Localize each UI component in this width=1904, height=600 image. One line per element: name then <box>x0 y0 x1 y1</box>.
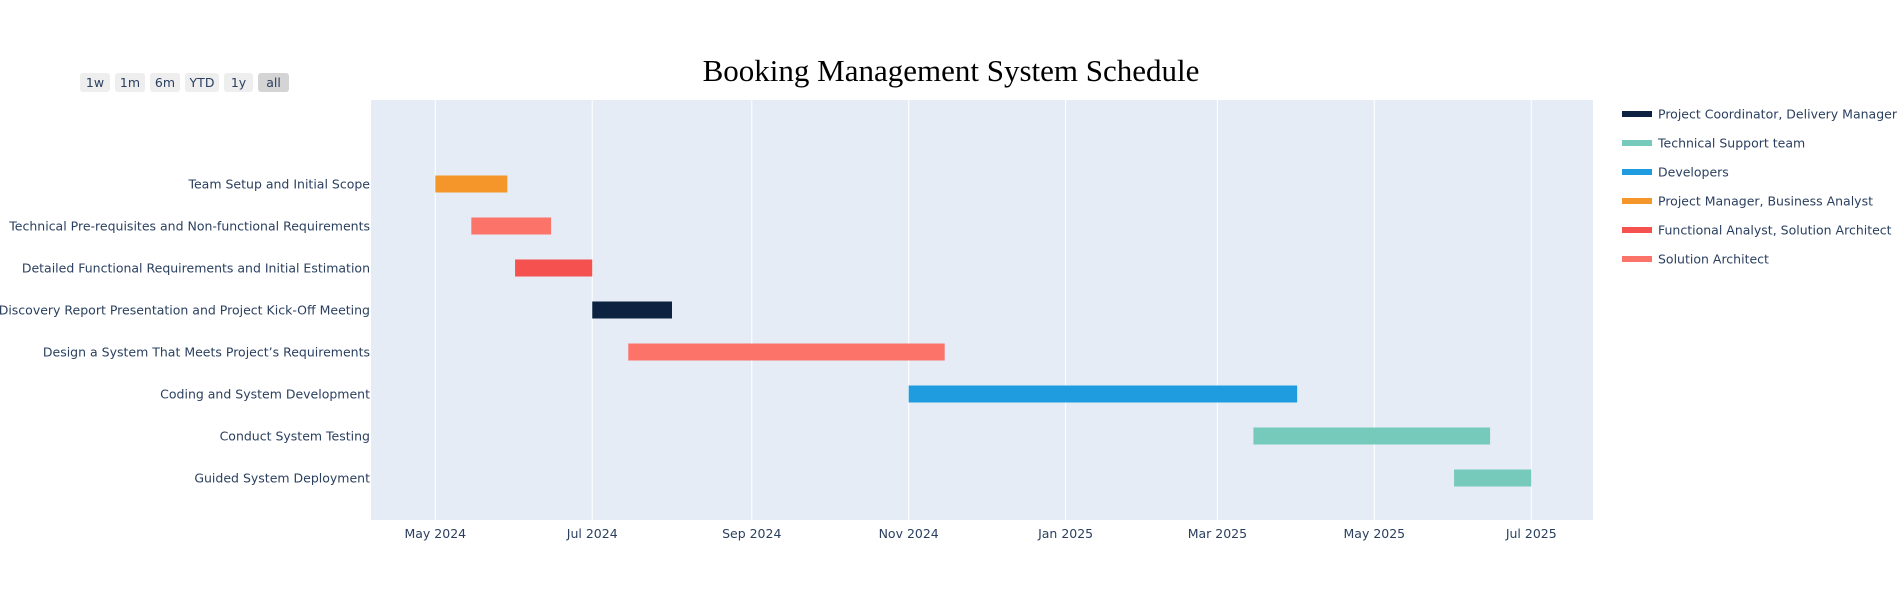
x-tick-label: Jan 2025 <box>1037 526 1093 541</box>
y-tick-label: Conduct System Testing <box>220 429 370 444</box>
x-tick-label: May 2024 <box>404 526 466 541</box>
task-bar <box>1253 427 1491 445</box>
x-gridlines <box>434 100 1532 520</box>
task-bar <box>515 259 593 277</box>
y-tick-label: Discovery Report Presentation and Projec… <box>0 303 370 318</box>
range-button-6m[interactable]: 6m <box>150 73 180 92</box>
legend-item-label: Project Manager, Business Analyst <box>1658 194 1873 209</box>
range-button-1y[interactable]: 1y <box>224 73 253 92</box>
chart-title: Booking Management System Schedule <box>703 53 1200 88</box>
legend-item-label: Functional Analyst, Solution Architect <box>1658 223 1892 238</box>
range-button-1w[interactable]: 1w <box>80 73 110 92</box>
y-tick-label: Guided System Deployment <box>194 471 370 486</box>
legend: Project Coordinator, Delivery Manager Tec… <box>1622 107 1898 267</box>
legend-item-label: Developers <box>1658 165 1729 180</box>
task-bar <box>592 301 672 319</box>
y-tick-label: Design a System That Meets Project’s Req… <box>43 345 370 360</box>
legend-item-label: Project Coordinator, Delivery Manager <box>1658 107 1898 122</box>
task-bar <box>908 385 1298 403</box>
x-axis-ticks: May 2024 Jul 2024 Sep 2024 Nov 2024 Jan 2025… <box>404 526 1556 541</box>
y-axis-labels: Team Setup and Initial Scope Technical Pr… <box>0 177 370 486</box>
plot-area <box>371 100 1593 520</box>
x-tick-label: Jul 2024 <box>566 526 618 541</box>
x-tick-label: May 2025 <box>1344 526 1406 541</box>
task-bars <box>435 175 1532 487</box>
task-bar <box>628 343 945 361</box>
legend-item-label: Technical Support team <box>1657 136 1805 151</box>
y-tick-label: Coding and System Development <box>160 387 370 402</box>
y-tick-label: Technical Pre-requisites and Non-functio… <box>8 219 370 234</box>
x-tick-label: Mar 2025 <box>1188 526 1247 541</box>
legend-item-label: Solution Architect <box>1658 252 1769 267</box>
range-button-ytd[interactable]: YTD <box>185 73 219 92</box>
task-bar <box>471 217 552 235</box>
y-tick-label: Detailed Functional Requirements and Ini… <box>22 261 370 276</box>
x-tick-label: Nov 2024 <box>879 526 939 541</box>
x-tick-label: Jul 2025 <box>1505 526 1557 541</box>
task-bar <box>435 175 508 193</box>
x-tick-label: Sep 2024 <box>722 526 781 541</box>
task-bar <box>1454 469 1532 487</box>
y-tick-label: Team Setup and Initial Scope <box>187 177 370 192</box>
range-button-1m[interactable]: 1m <box>115 73 145 92</box>
range-button-all[interactable]: all <box>258 73 289 92</box>
